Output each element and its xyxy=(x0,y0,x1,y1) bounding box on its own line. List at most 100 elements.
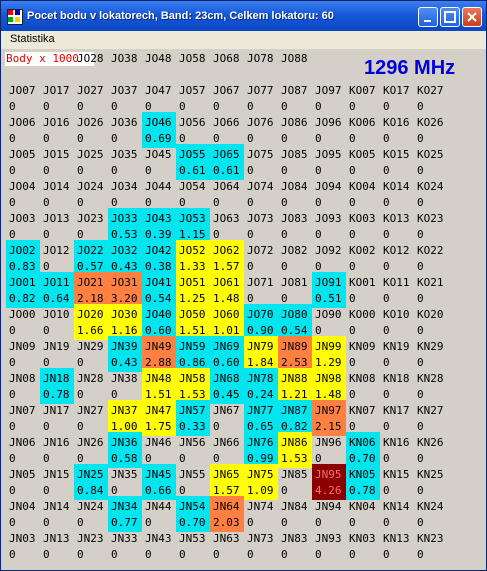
locator-cell: KN15 0 xyxy=(380,464,414,500)
locator-cell: JN25 0.84 xyxy=(74,464,108,500)
locator-points: 0 xyxy=(417,164,424,177)
locator-points: 0.83 xyxy=(9,260,36,273)
locator-cell: JO61 1.48 xyxy=(210,272,244,308)
locator-points: 0.61 xyxy=(179,164,206,177)
locator-code: KO02 xyxy=(349,244,376,257)
locator-points: 0.57 xyxy=(77,260,104,273)
menu-statistika[interactable]: Statistika xyxy=(10,33,55,45)
locator-cell: JO73 0 xyxy=(244,208,278,244)
locator-cell: JO42 0.38 xyxy=(142,240,176,276)
locator-cell: JO22 0.57 xyxy=(74,240,108,276)
locator-points: 0.65 xyxy=(247,420,274,433)
locator-code: JO15 xyxy=(43,148,70,161)
locator-points: 1.51 xyxy=(179,324,206,337)
locator-cell: JN06 0 xyxy=(6,432,40,468)
locator-cell: KN25 0 xyxy=(414,464,448,500)
locator-code: JN16 xyxy=(43,436,70,449)
locator-points: 0 xyxy=(145,516,152,529)
locator-code: JO36 xyxy=(111,116,138,129)
locator-code: JN78 xyxy=(247,372,274,385)
locator-cell: JO51 1.25 xyxy=(176,272,210,308)
locator-code: KO16 xyxy=(383,116,410,129)
locator-code: JO61 xyxy=(213,276,240,289)
locator-points: 0 xyxy=(145,100,152,113)
locator-cell: JN35 0 xyxy=(108,464,142,500)
locator-points: 0.58 xyxy=(111,452,138,465)
locator-points: 0.84 xyxy=(77,484,104,497)
locator-cell: JN29 0 xyxy=(74,336,108,372)
locator-cell: KO02 0 xyxy=(346,240,380,276)
locator-cell: KO00 0 xyxy=(346,304,380,340)
points-unit-label: Body x 1000 xyxy=(5,52,94,66)
locator-code: JO88 xyxy=(281,52,308,65)
locator-code: JN73 xyxy=(247,532,274,545)
locator-points: 0 xyxy=(9,484,16,497)
locator-points: 0 xyxy=(111,548,118,561)
locator-code: KN27 xyxy=(417,404,444,417)
locator-points: 0 xyxy=(9,452,16,465)
locator-code: JN94 xyxy=(315,500,342,513)
title-bar[interactable]: Pocet bodu v lokatorech, Band: 23cm, Cel… xyxy=(1,1,486,31)
app-icon[interactable] xyxy=(7,9,23,25)
locator-cell: JN15 0 xyxy=(40,464,74,500)
locator-points: 0.82 xyxy=(9,292,36,305)
locator-cell: KO06 0 xyxy=(346,112,380,148)
locator-points: 0.54 xyxy=(281,324,308,337)
locator-cell xyxy=(312,50,346,84)
locator-cell: JN56 0 xyxy=(176,432,210,468)
minimize-button[interactable] xyxy=(418,7,438,27)
locator-code: JO90 xyxy=(315,308,342,321)
locator-code: KO21 xyxy=(417,276,444,289)
locator-code: JN08 xyxy=(9,372,36,385)
locator-code: JO84 xyxy=(281,180,308,193)
locator-code: JO93 xyxy=(315,212,342,225)
locator-cell: JN99 1.29 xyxy=(312,336,346,372)
locator-cell: JN03 0 xyxy=(6,528,40,564)
locator-points: 0 xyxy=(349,548,356,561)
locator-cell: JO80 0.54 xyxy=(278,304,312,340)
locator-cell xyxy=(346,50,380,84)
locator-cell: JN59 0.86 xyxy=(176,336,210,372)
maximize-button[interactable] xyxy=(440,7,460,27)
locator-code: JN65 xyxy=(213,468,240,481)
locator-points: 0 xyxy=(383,164,390,177)
locator-points: 0.60 xyxy=(213,356,240,369)
locator-code: JO73 xyxy=(247,212,274,225)
locator-cell: JN84 0 xyxy=(278,496,312,532)
locator-code: JO58 xyxy=(179,52,206,65)
locator-points: 0 xyxy=(349,196,356,209)
locator-points: 1.01 xyxy=(213,324,240,337)
locator-cell: JO43 0.39 xyxy=(142,208,176,244)
locator-points: 0.77 xyxy=(111,516,138,529)
locator-code: JO28 xyxy=(77,52,104,65)
locator-points: 0 xyxy=(77,356,84,369)
locator-points: 0 xyxy=(77,228,84,241)
locator-points: 0 xyxy=(77,388,84,401)
locator-cell: JO72 0 xyxy=(244,240,278,276)
locator-code: JN33 xyxy=(111,532,138,545)
locator-code: KO07 xyxy=(349,84,376,97)
window-title: Pocet bodu v lokatorech, Band: 23cm, Cel… xyxy=(27,10,334,22)
locator-code: JO20 xyxy=(77,308,104,321)
locator-cell: JN43 0 xyxy=(142,528,176,564)
locator-code: JN45 xyxy=(145,468,172,481)
locator-code: KN25 xyxy=(417,468,444,481)
locator-code: JO07 xyxy=(9,84,36,97)
locator-cell: JO52 1.33 xyxy=(176,240,210,276)
locator-code: JO75 xyxy=(247,148,274,161)
locator-cell: JO74 0 xyxy=(244,176,278,212)
locator-cell: KN08 0 xyxy=(346,368,380,404)
locator-code: JO50 xyxy=(179,308,206,321)
locator-cell: KN04 0 xyxy=(346,496,380,532)
locator-code: KN16 xyxy=(383,436,410,449)
locator-cell: JN55 0 xyxy=(176,464,210,500)
locator-cell: JN36 0.58 xyxy=(108,432,142,468)
locator-code: JO10 xyxy=(43,308,70,321)
locator-code: JN87 xyxy=(281,404,308,417)
locator-points: 1.09 xyxy=(247,484,274,497)
close-button[interactable] xyxy=(462,7,482,27)
locator-cell: JN27 0 xyxy=(74,400,108,436)
locator-points: 0 xyxy=(315,228,322,241)
locator-cell: JO88 xyxy=(278,50,312,84)
